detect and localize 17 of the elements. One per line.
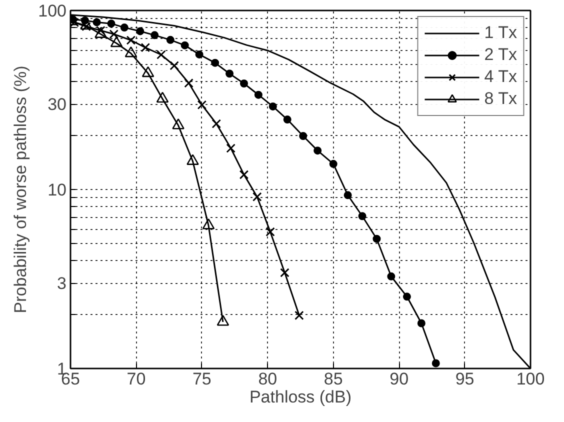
y-tick-label: 100 — [38, 2, 67, 20]
x-axis-title: Pathloss (dB) — [249, 388, 352, 406]
x-tick-label: 85 — [324, 370, 343, 388]
y-tick-label: 10 — [48, 180, 67, 200]
legend-label: 8 Tx — [484, 89, 517, 109]
legend-label: 1 Tx — [484, 23, 517, 43]
x-tick-label: 90 — [390, 370, 409, 388]
x-tick-label: 95 — [455, 370, 474, 388]
y-tick-label: 3 — [57, 274, 67, 294]
x-tick-label: 80 — [258, 370, 278, 388]
y-axis-title: Probability of worse pathloss (%) — [11, 66, 30, 314]
x-tick-label: 100 — [516, 370, 545, 388]
y-tick-label: 30 — [48, 95, 67, 114]
x-tick-label: 70 — [126, 370, 146, 388]
legend-label: 2 Tx — [484, 45, 517, 65]
x-tick-label: 75 — [192, 370, 212, 388]
legend-label: 4 Tx — [484, 67, 517, 87]
